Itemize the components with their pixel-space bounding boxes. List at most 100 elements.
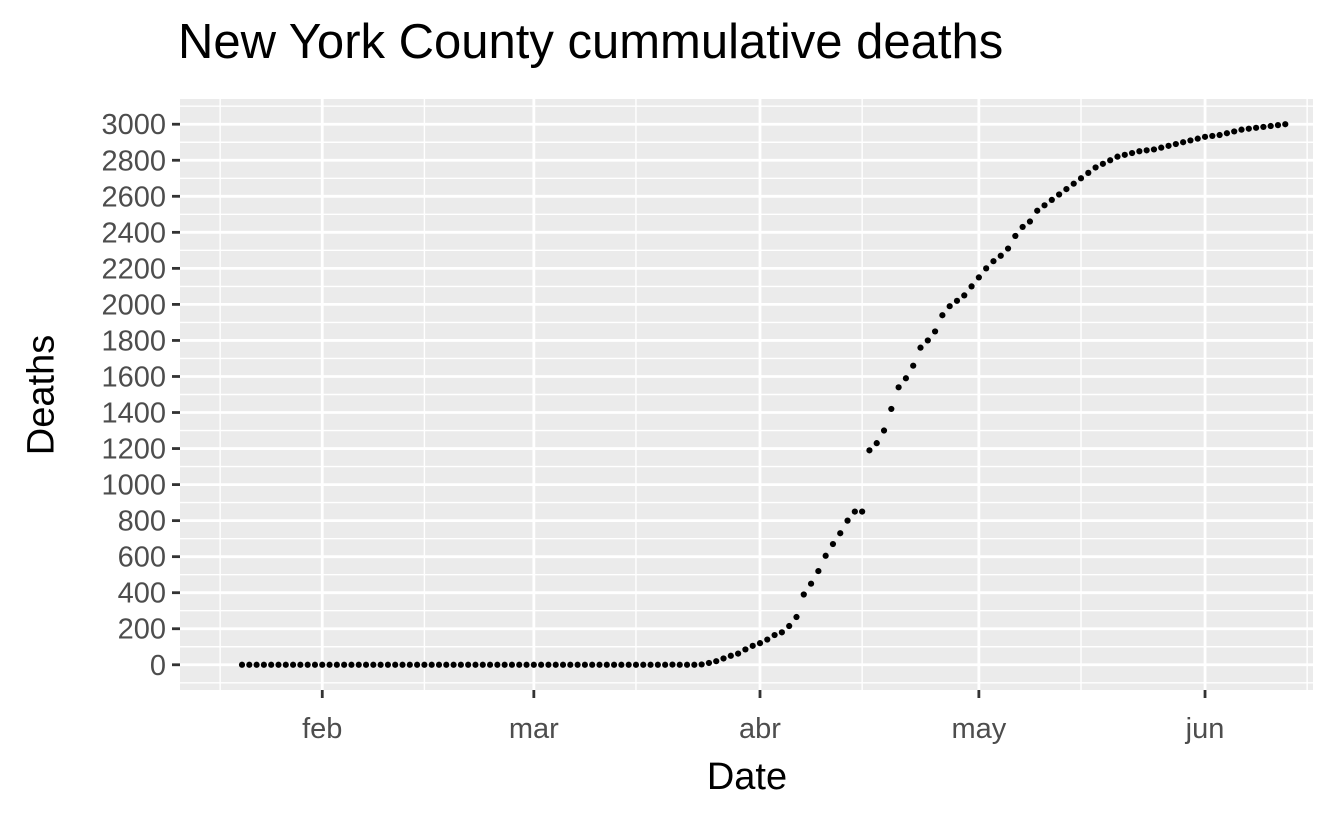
- data-point: [304, 661, 311, 668]
- data-point: [348, 661, 355, 668]
- data-point: [1107, 157, 1114, 164]
- data-point: [902, 375, 910, 382]
- data-point: [567, 661, 574, 668]
- data-point: [1260, 123, 1267, 131]
- data-point: [1092, 164, 1099, 171]
- data-point: [939, 312, 946, 319]
- data-point: [1267, 122, 1274, 130]
- data-point: [859, 508, 866, 515]
- data-point: [895, 384, 902, 391]
- data-point: [428, 661, 435, 668]
- data-point: [625, 661, 632, 668]
- data-point: [508, 661, 516, 668]
- data-point: [545, 661, 552, 668]
- data-point: [837, 530, 844, 537]
- data-point: [778, 629, 785, 636]
- data-point: [844, 517, 851, 524]
- data-point: [421, 661, 428, 668]
- data-point: [1128, 149, 1136, 157]
- data-point: [822, 552, 829, 559]
- y-tick-label: 0: [150, 650, 166, 682]
- data-point: [807, 580, 815, 587]
- data-point: [1085, 169, 1092, 176]
- data-point: [355, 661, 362, 668]
- data-point: [888, 405, 895, 413]
- x-tick-label: abr: [739, 713, 781, 745]
- y-tick-label: 3000: [101, 109, 166, 141]
- data-point: [735, 650, 742, 657]
- y-tick-label: 200: [118, 614, 166, 646]
- data-point: [282, 661, 289, 668]
- data-point: [640, 661, 647, 668]
- data-point: [1099, 160, 1106, 167]
- data-point: [917, 344, 924, 351]
- data-point: [705, 659, 713, 667]
- y-tick-label: 1600: [101, 361, 166, 393]
- data-point: [1223, 130, 1231, 137]
- data-point: [662, 661, 669, 668]
- data-point: [953, 297, 961, 304]
- y-tick-label: 1800: [101, 325, 166, 357]
- data-point: [1252, 124, 1260, 131]
- data-point: [1056, 191, 1063, 198]
- data-point: [691, 661, 698, 668]
- y-tick-label: 400: [118, 578, 166, 610]
- data-point: [1019, 223, 1026, 231]
- data-point: [1180, 139, 1187, 146]
- data-point: [1274, 122, 1282, 129]
- x-tick-label: jun: [1185, 713, 1225, 745]
- data-point: [946, 303, 953, 310]
- data-point: [399, 661, 406, 668]
- data-point: [392, 661, 399, 668]
- y-tick-label: 1200: [101, 434, 166, 466]
- data-point: [618, 661, 625, 668]
- data-point: [1245, 125, 1252, 132]
- data-point: [260, 661, 267, 668]
- data-point: [1172, 140, 1179, 148]
- data-point: [1150, 146, 1158, 153]
- x-tick-label: may: [951, 713, 1006, 745]
- data-point: [494, 661, 501, 668]
- data-point: [873, 440, 880, 447]
- data-point: [450, 661, 457, 668]
- data-point: [414, 661, 421, 668]
- data-point: [246, 661, 253, 668]
- data-point: [1121, 151, 1128, 158]
- data-point: [764, 636, 771, 643]
- data-point: [676, 661, 683, 668]
- data-point: [589, 661, 596, 668]
- data-point: [1238, 126, 1245, 133]
- data-point: [786, 622, 793, 630]
- data-point: [1187, 137, 1194, 144]
- data-point: [297, 661, 304, 668]
- data-point: [683, 661, 691, 668]
- data-point: [523, 661, 530, 668]
- data-point: [647, 661, 654, 668]
- y-tick-label: 2000: [101, 289, 166, 321]
- data-point: [1165, 142, 1172, 149]
- data-point: [362, 661, 370, 668]
- data-point: [961, 292, 968, 299]
- data-point: [443, 661, 450, 668]
- data-point: [435, 661, 443, 668]
- data-point: [698, 661, 705, 668]
- data-point: [756, 640, 764, 647]
- data-point: [1041, 202, 1048, 209]
- data-point: [720, 655, 727, 662]
- data-point: [975, 274, 982, 281]
- data-point: [968, 283, 975, 290]
- y-tick-label: 800: [118, 506, 166, 538]
- data-point: [377, 661, 384, 668]
- data-point: [880, 427, 888, 434]
- data-point: [713, 658, 720, 665]
- data-point: [1282, 121, 1289, 128]
- data-point: [1070, 180, 1077, 187]
- data-point: [669, 661, 676, 668]
- y-tick-label: 2600: [101, 181, 166, 213]
- data-point: [749, 642, 756, 649]
- data-point: [384, 661, 392, 668]
- data-point: [983, 265, 990, 272]
- data-point: [501, 661, 508, 668]
- data-point: [1209, 132, 1216, 140]
